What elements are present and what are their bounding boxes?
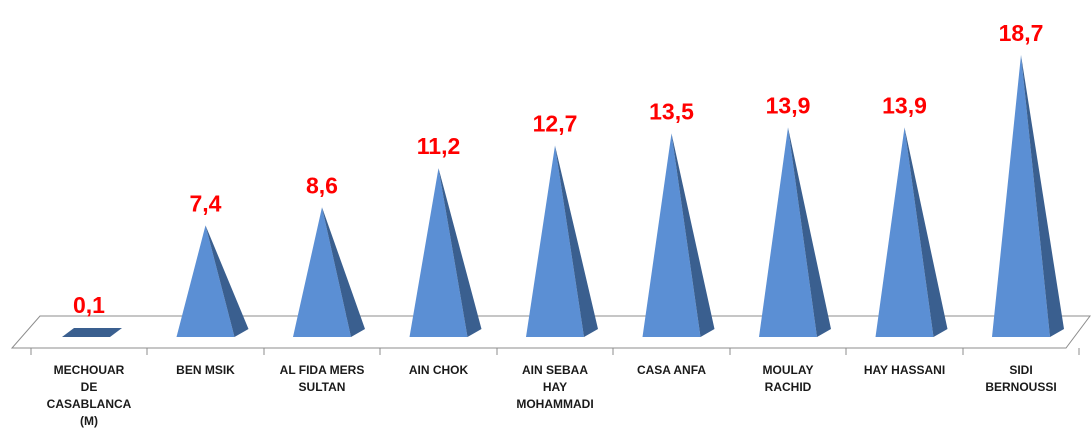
pyramid-bar-side — [671, 133, 715, 337]
category-label: HAY — [543, 380, 567, 394]
pyramid-bar — [992, 55, 1050, 337]
category-label: MECHOUAR — [54, 363, 125, 377]
data-label: 7,4 — [190, 190, 222, 216]
data-label: 11,2 — [417, 133, 461, 159]
pyramid-bar — [409, 168, 468, 337]
pyramid-bar — [526, 145, 584, 337]
pyramid-bar-side — [788, 127, 831, 337]
category-label: SIDI — [1009, 363, 1032, 377]
category-label: MOULAY — [763, 363, 814, 377]
pyramid-bar-side — [205, 225, 249, 337]
pyramid-bar — [293, 207, 351, 337]
pyramid-series — [62, 55, 1064, 337]
data-label: 8,6 — [306, 172, 338, 198]
category-label: RACHID — [765, 380, 812, 394]
data-label: 13,9 — [882, 92, 927, 118]
pyramid-bar — [875, 127, 934, 337]
data-label: 13,5 — [649, 98, 694, 124]
data-labels: 0,1 7,4 8,6 11,2 12,7 13,5 13,9 13,9 18,7 — [73, 20, 1043, 318]
pyramid-bar — [176, 225, 235, 337]
category-label: AL FIDA MERS — [280, 363, 365, 377]
pyramid-bar-side — [438, 168, 482, 337]
data-label: 18,7 — [999, 20, 1044, 46]
pyramid-bar-side — [322, 207, 365, 337]
category-label: CASABLANCA — [47, 397, 132, 411]
category-label: CASA ANFA — [637, 363, 706, 377]
data-label: 0,1 — [73, 292, 105, 318]
category-axis-labels: MECHOUAR DE CASABLANCA (M) BEN MSIK AL FIDA M… — [47, 363, 1057, 428]
pyramid-bar — [759, 127, 817, 337]
data-label: 13,9 — [766, 92, 811, 118]
category-label: HAY HASSANI — [864, 363, 945, 377]
data-label: 12,7 — [533, 110, 578, 136]
pyramid-bar-side — [1021, 55, 1064, 337]
category-label: SULTAN — [299, 380, 346, 394]
category-label: (M) — [80, 414, 98, 428]
pyramid-bar-side — [904, 127, 948, 337]
category-label: DE — [81, 380, 98, 394]
pyramid-bar — [62, 328, 122, 337]
category-label: AIN CHOK — [409, 363, 469, 377]
pyramid-bar-side — [555, 145, 598, 337]
category-label: AIN SEBAA — [522, 363, 588, 377]
category-label: MOHAMMADI — [516, 397, 593, 411]
category-label: BERNOUSSI — [985, 380, 1056, 394]
pyramid-bar — [642, 133, 701, 337]
category-label: BEN MSIK — [176, 363, 235, 377]
